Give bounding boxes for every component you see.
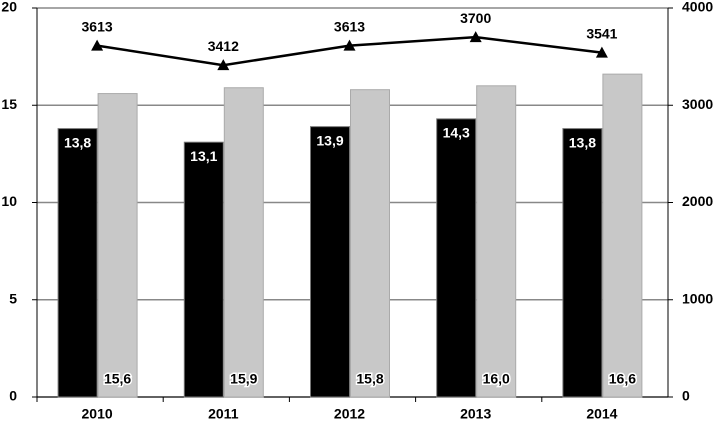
y2-tick-label: 3000 [682,96,713,112]
y-tick-label: 15 [1,96,17,112]
y2-tick-label: 2000 [682,193,713,209]
data-label: 16,0 [483,371,510,387]
data-label: 15,6 [104,371,131,387]
data-label: 3613 [334,18,365,34]
x-tick-label: 2014 [586,406,617,422]
bar [350,89,390,398]
y-tick-label: 5 [9,290,17,306]
bar [183,141,224,398]
data-label: 3700 [460,10,491,26]
y-tick-label: 0 [9,388,17,404]
data-label: 15,8 [356,371,383,387]
bar [97,93,138,398]
bar [476,85,517,398]
data-label: 13,8 [569,134,596,150]
y2-tick-label: 4000 [682,0,713,15]
marker [595,46,608,58]
marker [343,39,356,51]
marker [469,31,482,43]
data-label: 13,1 [190,148,217,164]
bar [223,87,264,398]
marker [91,39,104,51]
marker [217,59,230,71]
data-label: 14,3 [443,125,470,141]
x-tick-label: 2012 [334,406,365,422]
data-label: 16,6 [609,371,636,387]
bar [310,126,350,398]
data-label: 3412 [208,38,239,54]
bar [436,118,477,398]
y-tick-label: 20 [1,0,17,15]
data-label: 13,8 [64,134,91,150]
bar [562,128,603,398]
y2-tick-label: 0 [682,388,690,404]
y-tick-label: 10 [1,193,17,209]
x-tick-label: 2010 [82,406,113,422]
data-label: 3613 [82,18,113,34]
data-label: 3541 [586,25,617,41]
x-tick-label: 2013 [460,406,491,422]
bar [57,128,98,398]
data-label: 15,9 [230,371,257,387]
data-label: 13,9 [316,132,343,148]
y2-tick-label: 1000 [682,290,713,306]
x-tick-label: 2011 [208,406,239,422]
bar [602,73,643,398]
